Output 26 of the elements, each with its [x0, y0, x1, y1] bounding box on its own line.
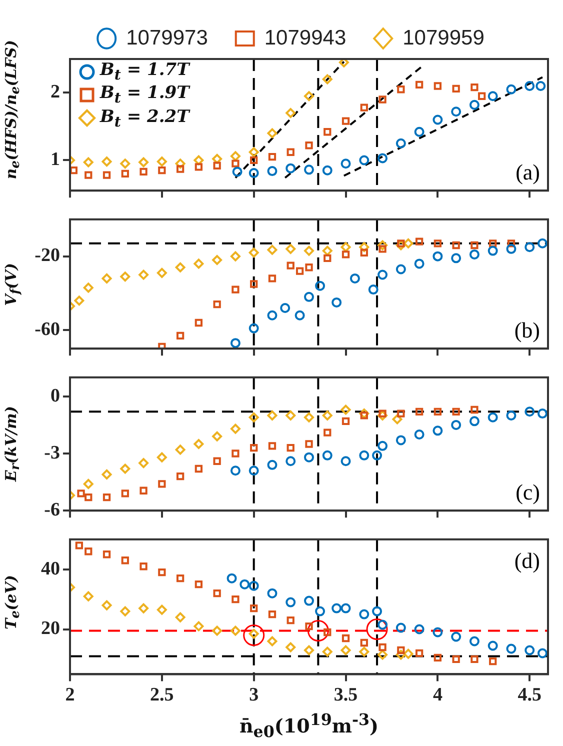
y-tick-label: -60	[34, 319, 60, 340]
x-tick-label: 4	[432, 684, 443, 706]
annotation: B$_{t}$ = 1.7T	[100, 60, 190, 84]
x-tick-label: 4.5	[518, 684, 542, 706]
y-tick-label: 1	[50, 149, 60, 170]
legend-label: 1079959	[402, 26, 484, 50]
y-tick-label: -20	[34, 245, 60, 266]
y-tick-label: 20	[41, 618, 60, 640]
x-tick-label: 2	[65, 684, 75, 706]
legend-label: 1079973	[126, 26, 208, 50]
y-tick-label: 40	[41, 558, 60, 580]
legend-label: 1079943	[264, 26, 346, 50]
x-axis-title: n̄$_{e0}$(10$^{19}$m$^{-3}$)	[238, 710, 380, 742]
x-tick-label: 3	[249, 684, 259, 706]
annotation: (b)	[514, 317, 540, 342]
annotation: (a)	[516, 159, 540, 184]
y-tick-label: 0	[50, 385, 60, 406]
y-tick-label: -6	[44, 500, 60, 521]
y-tick-label: 2	[50, 82, 60, 103]
x-tick-label: 3.5	[334, 684, 358, 706]
annotation: B$_{t}$ = 1.9T	[100, 83, 190, 107]
annotation: (c)	[516, 479, 540, 504]
x-tick-label: 2.5	[150, 684, 174, 706]
annotation: B$_{t}$ = 2.2T	[100, 106, 190, 130]
y-tick-label: -3	[44, 442, 60, 464]
annotation: (d)	[514, 548, 540, 574]
